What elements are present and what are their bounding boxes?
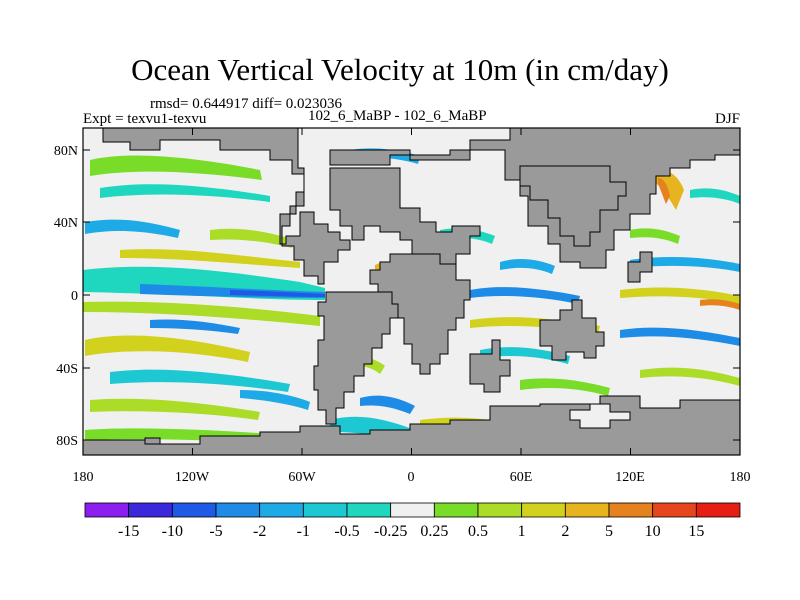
colorbar-swatch <box>564 502 610 518</box>
colorbar-swatch <box>215 502 261 518</box>
colorbar-label: -0.5 <box>334 523 359 540</box>
chart-title: Ocean Vertical Velocity at 10m (in cm/da… <box>131 52 669 87</box>
lon-label-0: 0 <box>408 470 415 485</box>
colorbar-label: 1 <box>518 523 526 540</box>
lat-label-80n: 80N <box>54 144 78 159</box>
colorbar-swatch <box>128 502 173 518</box>
field-patch <box>85 335 250 362</box>
asia-interior <box>519 165 627 247</box>
ice-shelf-patch <box>569 403 631 429</box>
colorbar-label: 10 <box>645 523 661 540</box>
colorbar-label: -15 <box>118 523 139 540</box>
field-patch <box>620 327 740 346</box>
field-patch <box>690 188 740 204</box>
field-patch <box>700 299 740 310</box>
colorbar-label: 5 <box>605 523 613 540</box>
field-patch <box>210 228 295 248</box>
season-label: DJF <box>714 111 740 127</box>
field-patch <box>85 219 180 238</box>
lat-label-40s: 40S <box>56 362 78 377</box>
field-patch <box>360 395 415 414</box>
field-patch <box>470 287 580 304</box>
south-america <box>313 291 399 425</box>
lon-label-120e: 120E <box>615 470 645 485</box>
lat-label-eq: 0 <box>71 289 78 304</box>
lon-label-180e: 180 <box>730 470 751 485</box>
field-patch <box>620 287 740 304</box>
colorbar-labels: -15 -10 -5 -2 -1 -0.5 -0.25 0.25 0.5 1 2 5 10 15 <box>118 523 704 540</box>
africa <box>369 253 471 375</box>
lon-label-120w: 120W <box>175 470 210 485</box>
north-america <box>102 128 351 285</box>
field-patch <box>500 259 555 274</box>
colorbar-swatch <box>521 502 566 518</box>
field-patch <box>110 369 290 392</box>
colorbar-label: -2 <box>253 523 266 540</box>
colorbar-label: 0.5 <box>468 523 488 540</box>
colorbar-swatch <box>390 502 435 518</box>
colorbar-label: -10 <box>162 523 183 540</box>
colorbar <box>84 502 741 518</box>
colorbar-swatch <box>433 502 479 518</box>
colorbar-swatch <box>695 502 741 518</box>
lat-label-80s: 80S <box>56 434 78 449</box>
land-masses <box>83 128 740 455</box>
field-patch <box>90 398 260 420</box>
colorbar-swatch <box>171 502 217 518</box>
australia <box>539 299 605 361</box>
lat-label-40n: 40N <box>54 216 78 231</box>
lon-label-180w: 180 <box>73 470 94 485</box>
velocity-field <box>83 148 740 444</box>
field-patch <box>520 378 610 396</box>
field-patch <box>120 249 300 268</box>
colorbar-label: 15 <box>688 523 704 540</box>
colorbar-label: -5 <box>209 523 222 540</box>
map-plot-area <box>83 128 740 455</box>
cases-label: 102_6_MaBP - 102_6_MaBP <box>308 108 487 124</box>
field-patch <box>480 347 570 364</box>
colorbar-swatch <box>259 502 304 518</box>
field-patch <box>100 184 270 202</box>
experiment-label: Expt = texvu1-texvu <box>83 111 207 127</box>
colorbar-label: -0.25 <box>374 523 407 540</box>
field-patch <box>150 319 240 334</box>
island <box>144 437 161 445</box>
colorbar-swatch <box>477 502 523 518</box>
colorbar-swatch <box>652 502 697 518</box>
maritime-continent <box>627 251 653 283</box>
field-patch <box>640 367 740 386</box>
field-patch <box>658 178 670 204</box>
field-patch <box>630 228 680 244</box>
field-patch <box>90 155 262 180</box>
colorbar-swatch <box>302 502 348 518</box>
lon-label-60e: 60E <box>510 470 533 485</box>
stats-line: rmsd= 0.644917 diff= 0.023036 <box>150 96 343 112</box>
field-patch <box>240 390 310 410</box>
lon-label-60w: 60W <box>288 470 316 485</box>
field-patch <box>83 301 320 326</box>
colorbar-label: -1 <box>297 523 310 540</box>
colorbar-swatch <box>608 502 654 518</box>
colorbar-swatch <box>346 502 392 518</box>
colorbar-label: 0.25 <box>420 523 448 540</box>
colorbar-swatch <box>84 502 130 518</box>
colorbar-label: 2 <box>561 523 569 540</box>
field-patch <box>630 257 740 272</box>
field-patch <box>230 290 325 297</box>
madagascar-like <box>469 339 511 393</box>
axis-ticks <box>82 128 741 455</box>
